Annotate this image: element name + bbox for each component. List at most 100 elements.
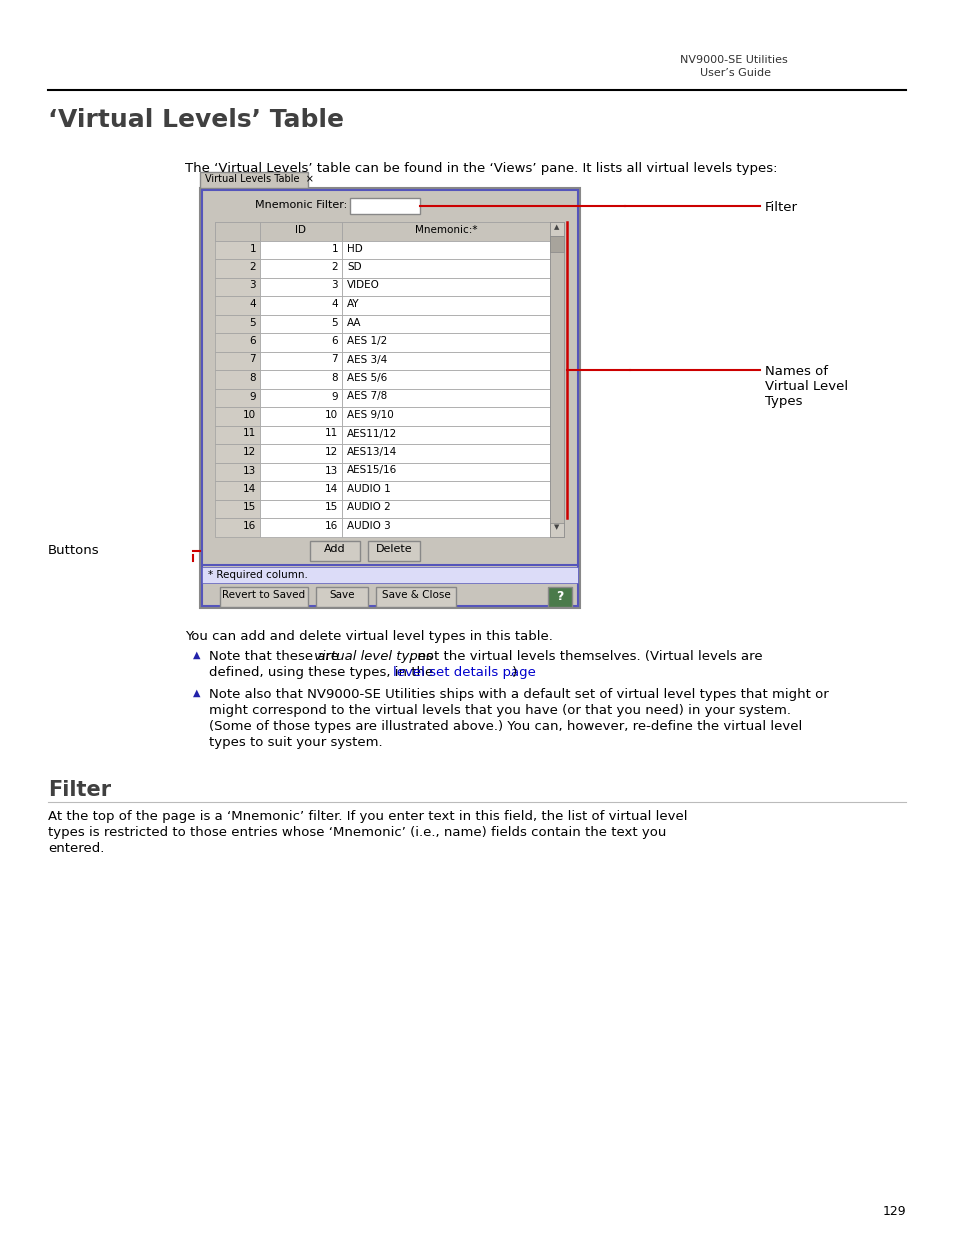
Bar	[341, 517, 550, 536]
Bar	[350, 198, 419, 214]
Bar	[214, 480, 260, 499]
Text: ▲: ▲	[554, 224, 559, 230]
Bar	[260, 462, 341, 480]
Text: 15: 15	[324, 503, 337, 513]
Text: 4: 4	[331, 299, 337, 309]
Text: level set details page: level set details page	[393, 666, 535, 679]
Bar	[214, 408, 260, 426]
Text: 8: 8	[249, 373, 255, 383]
Text: Note also that NV9000-SE Utilities ships with a default set of virtual level typ: Note also that NV9000-SE Utilities ships…	[209, 688, 828, 701]
Bar	[260, 333, 341, 352]
Text: 13: 13	[242, 466, 255, 475]
Bar	[260, 222, 341, 241]
Text: 11: 11	[242, 429, 255, 438]
Text: 14: 14	[324, 484, 337, 494]
Bar	[200, 188, 579, 608]
Bar	[547, 587, 572, 606]
Bar	[260, 370, 341, 389]
Text: 15: 15	[242, 503, 255, 513]
Text: types to suit your system.: types to suit your system.	[209, 736, 382, 748]
Bar	[315, 587, 368, 606]
Text: 7: 7	[331, 354, 337, 364]
Bar	[214, 370, 260, 389]
Text: SD: SD	[347, 262, 361, 272]
Bar	[214, 222, 550, 241]
Text: AES 5/6: AES 5/6	[347, 373, 387, 383]
Bar	[214, 259, 260, 278]
Text: ▲: ▲	[193, 650, 200, 659]
Text: 14: 14	[242, 484, 255, 494]
Text: Buttons: Buttons	[48, 545, 99, 557]
Text: AES15/16: AES15/16	[347, 466, 396, 475]
Bar	[202, 190, 578, 606]
Bar	[220, 587, 308, 606]
Text: Save: Save	[329, 590, 355, 600]
Text: AUDIO 2: AUDIO 2	[347, 503, 391, 513]
Text: * Required column.: * Required column.	[208, 569, 308, 579]
Text: 7: 7	[249, 354, 255, 364]
Bar	[341, 296, 550, 315]
Bar	[214, 315, 260, 333]
Text: AES 9/10: AES 9/10	[347, 410, 394, 420]
Text: Virtual Levels Table  ×: Virtual Levels Table ×	[205, 174, 314, 184]
Bar	[214, 222, 260, 241]
Text: Mnemonic:*: Mnemonic:*	[415, 225, 476, 235]
Bar	[214, 389, 260, 408]
Bar	[214, 241, 260, 259]
Bar	[341, 278, 550, 296]
Bar	[260, 445, 341, 462]
Text: 6: 6	[331, 336, 337, 346]
Text: User’s Guide: User’s Guide	[700, 68, 770, 78]
Text: VIDEO: VIDEO	[347, 280, 379, 290]
Bar	[260, 352, 341, 370]
Text: ▲: ▲	[193, 688, 200, 698]
Text: Virtual Level: Virtual Level	[764, 380, 847, 393]
Text: 12: 12	[324, 447, 337, 457]
Bar	[202, 567, 578, 583]
Bar	[550, 522, 563, 536]
Text: 11: 11	[324, 429, 337, 438]
Bar	[341, 241, 550, 259]
Text: 4: 4	[249, 299, 255, 309]
Bar	[260, 241, 341, 259]
Text: 9: 9	[249, 391, 255, 401]
Bar	[341, 480, 550, 499]
Text: (Some of those types are illustrated above.) You can, however, re-define the vir: (Some of those types are illustrated abo…	[209, 720, 801, 734]
Bar	[260, 408, 341, 426]
Bar	[214, 352, 260, 370]
Bar	[260, 517, 341, 536]
Bar	[200, 172, 308, 188]
Bar	[550, 222, 563, 536]
Bar	[260, 426, 341, 445]
Bar	[341, 352, 550, 370]
Text: AUDIO 3: AUDIO 3	[347, 521, 391, 531]
Bar	[214, 278, 260, 296]
Bar	[341, 389, 550, 408]
Bar	[341, 408, 550, 426]
Bar	[214, 426, 260, 445]
Text: AY: AY	[347, 299, 359, 309]
Text: Types: Types	[764, 395, 801, 408]
Text: 3: 3	[331, 280, 337, 290]
Text: Note that these are: Note that these are	[209, 650, 343, 663]
Bar	[214, 296, 260, 315]
Text: 16: 16	[242, 521, 255, 531]
Text: ?: ?	[556, 589, 563, 603]
Bar	[375, 587, 456, 606]
Text: might correspond to the virtual levels that you have (or that you need) in your : might correspond to the virtual levels t…	[209, 704, 790, 718]
Text: types is restricted to those entries whose ‘Mnemonic’ (i.e., name) fields contai: types is restricted to those entries who…	[48, 826, 666, 839]
Bar	[341, 445, 550, 462]
Bar	[341, 426, 550, 445]
Bar	[214, 445, 260, 462]
Bar	[341, 462, 550, 480]
Text: AUDIO 1: AUDIO 1	[347, 484, 391, 494]
Text: 2: 2	[249, 262, 255, 272]
Bar	[341, 499, 550, 517]
Text: AES 7/8: AES 7/8	[347, 391, 387, 401]
Text: HD: HD	[347, 243, 362, 253]
Bar	[341, 222, 550, 241]
Text: .): .)	[508, 666, 517, 679]
Text: Delete: Delete	[375, 545, 412, 555]
Bar	[341, 259, 550, 278]
Text: AES 1/2: AES 1/2	[347, 336, 387, 346]
